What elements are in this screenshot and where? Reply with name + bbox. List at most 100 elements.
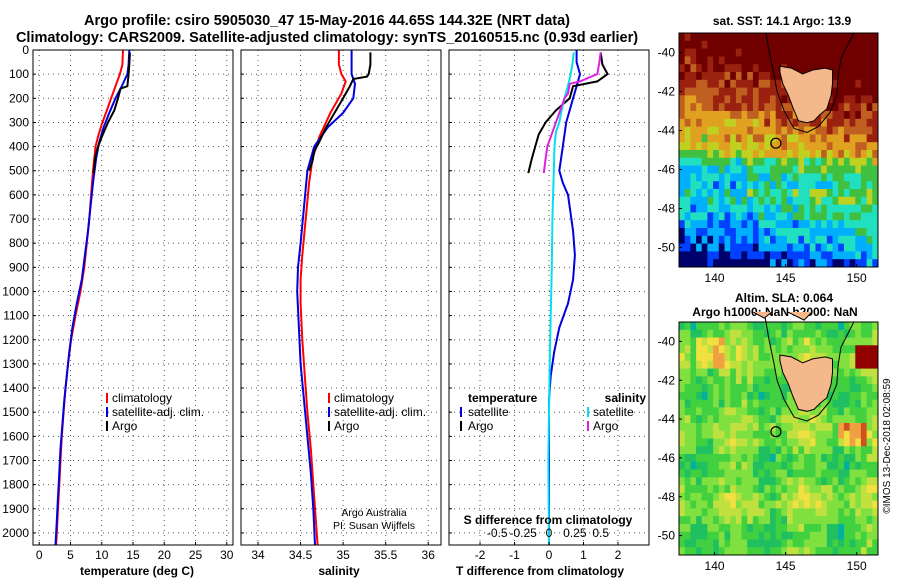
heatmap-cell	[696, 469, 703, 478]
map-latitude-label: -44	[658, 124, 676, 138]
heatmap-cell	[855, 196, 862, 206]
heatmap-cell	[866, 469, 873, 478]
heatmap-cell	[707, 477, 714, 486]
heatmap-cell	[849, 40, 856, 50]
heatmap-cell	[826, 150, 834, 159]
heatmap-cell	[821, 516, 828, 525]
heatmap-cell	[741, 259, 748, 267]
x-tick-label: 0	[36, 548, 43, 562]
heatmap-cell	[701, 40, 708, 50]
heatmap-cell	[679, 87, 686, 96]
heatmap-cell	[696, 87, 703, 96]
heatmap-cell	[792, 64, 799, 73]
heatmap-cell	[718, 399, 726, 409]
heatmap-cell	[758, 360, 765, 370]
heatmap-cell	[849, 329, 856, 339]
heatmap-cell	[855, 259, 862, 267]
heatmap-cell	[872, 64, 878, 73]
heatmap-cell	[843, 430, 851, 440]
heatmap-cell	[679, 477, 686, 486]
heatmap-cell	[860, 228, 868, 237]
heatmap-cell	[843, 157, 851, 167]
heatmap-cell	[866, 360, 873, 370]
heatmap-cell	[730, 118, 737, 128]
heatmap-cell	[775, 196, 782, 206]
heatmap-cell	[804, 539, 811, 548]
heatmap-cell	[701, 72, 708, 81]
heatmap-cell	[679, 337, 686, 346]
heatmap-cell	[724, 259, 731, 267]
heatmap-cell	[713, 173, 720, 182]
heatmap-cell	[843, 485, 851, 494]
heatmap-cell	[735, 337, 743, 346]
heatmap-cell	[707, 360, 714, 370]
heatmap-cell	[752, 384, 760, 393]
heatmap-cell	[752, 415, 760, 424]
heatmap-cell	[684, 56, 691, 65]
heatmap-cell	[843, 469, 851, 478]
x-tick-label: 1	[580, 548, 587, 562]
heatmap-cell	[690, 157, 697, 167]
heatmap-cell	[775, 446, 782, 455]
heatmap-cell	[798, 243, 805, 252]
heatmap-cell	[821, 196, 828, 206]
heatmap-cell	[855, 523, 862, 533]
heatmap-cell	[826, 353, 834, 362]
heatmap-cell	[713, 516, 720, 525]
heatmap-cell	[809, 40, 817, 50]
heatmap-cell	[787, 329, 794, 339]
heatmap-cell	[775, 118, 782, 128]
heatmap-cell	[866, 220, 873, 229]
heatmap-cell	[701, 251, 708, 260]
heatmap-cell	[707, 79, 714, 89]
heatmap-cell	[741, 142, 748, 151]
depth-tick-label: 700	[9, 212, 29, 226]
heatmap-cell	[747, 228, 754, 237]
sla-map-title-line-2: Argo h1000: NaN h2000: NaN	[692, 305, 857, 319]
heatmap-cell	[849, 126, 856, 135]
heatmap-cell	[770, 259, 777, 267]
heatmap-cell	[821, 492, 828, 502]
depth-tick-label: 0	[22, 43, 29, 57]
heatmap-cell	[815, 547, 822, 555]
heatmap-cell	[827, 555, 833, 563]
heatmap-cell	[730, 523, 737, 533]
heatmap-cell	[735, 126, 743, 135]
heatmap-cell	[860, 477, 868, 486]
heatmap-cell	[792, 204, 799, 213]
heatmap-cell	[684, 64, 691, 73]
heatmap-cell	[679, 64, 686, 73]
heatmap-cell	[804, 126, 811, 135]
heatmap-cell	[690, 259, 697, 267]
heatmap-cell	[747, 454, 754, 463]
heatmap-cell	[798, 523, 805, 533]
heatmap-cell	[872, 259, 878, 267]
difference-legend: temperature salinitysatelliteArgosatellit…	[460, 391, 646, 433]
heatmap-cell	[696, 267, 702, 275]
heatmap-cell	[684, 523, 691, 533]
heatmap-cell	[809, 423, 817, 432]
salinity-lines	[296, 50, 372, 546]
heatmap-cell	[775, 508, 782, 517]
heatmap-cell	[860, 118, 868, 128]
heatmap-cell	[866, 251, 873, 260]
heatmap-cell	[843, 95, 851, 104]
heatmap-cell	[775, 477, 782, 486]
heatmap-cell	[724, 56, 731, 65]
heatmap-cell	[866, 79, 873, 89]
heatmap-cell	[690, 477, 697, 486]
heatmap-cell	[838, 492, 845, 502]
heatmap-cell	[798, 454, 805, 463]
heatmap-cell	[843, 438, 851, 447]
heatmap-cell	[679, 485, 686, 494]
heatmap-cell	[804, 500, 811, 509]
x-tick-label: -1	[509, 548, 520, 562]
heatmap-cell	[701, 95, 708, 104]
heatmap-cell	[753, 555, 759, 563]
heatmap-cell	[855, 40, 862, 50]
heatmap-cell	[684, 360, 691, 370]
heatmap-cell	[690, 95, 697, 104]
heatmap-cell	[713, 399, 720, 409]
heatmap-cell	[781, 33, 788, 42]
heatmap-cell	[860, 165, 868, 174]
